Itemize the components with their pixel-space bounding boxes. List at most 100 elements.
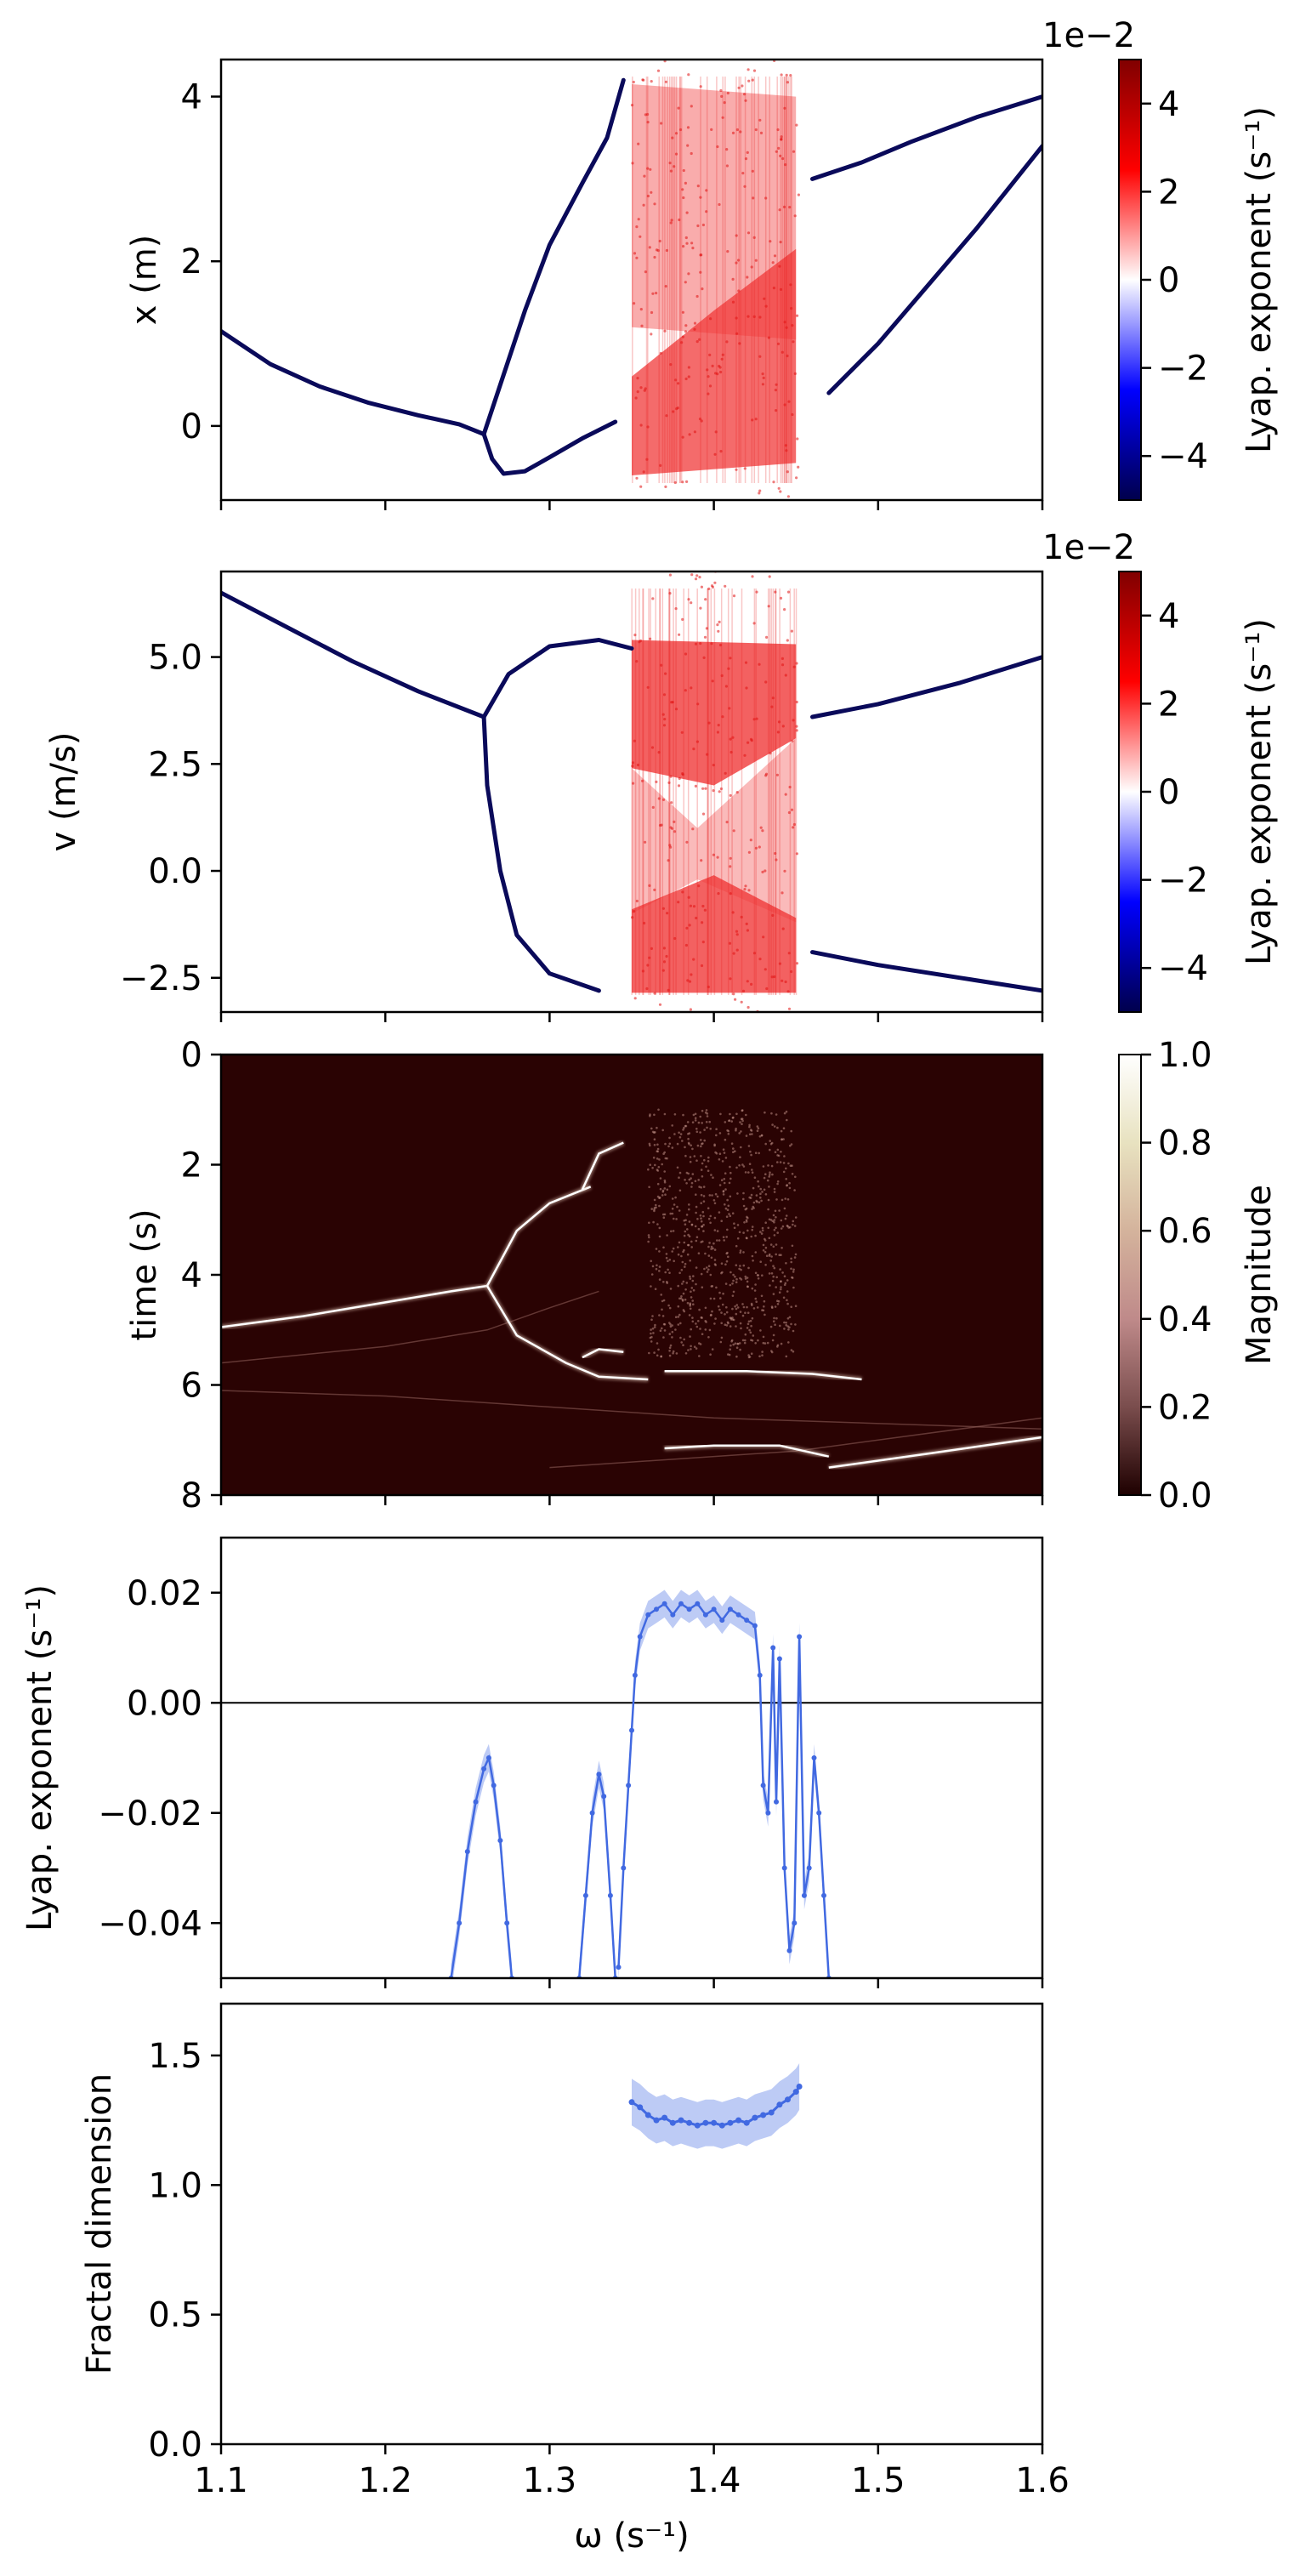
chaotic-point bbox=[653, 202, 656, 206]
heatmap-speck bbox=[676, 1166, 679, 1169]
chaotic-point bbox=[639, 235, 642, 238]
chaotic-point bbox=[774, 590, 777, 594]
heatmap-speck bbox=[742, 1204, 746, 1208]
heatmap-speck bbox=[723, 1181, 726, 1185]
chaotic-point bbox=[787, 952, 791, 955]
heatmap-speck bbox=[682, 1280, 685, 1283]
heatmap-speck bbox=[779, 1268, 781, 1271]
chaotic-point bbox=[649, 637, 652, 640]
chaotic-point bbox=[661, 969, 665, 972]
heatmap-speck bbox=[764, 1342, 767, 1345]
chaotic-point bbox=[669, 363, 673, 367]
heatmap-speck bbox=[706, 1271, 709, 1273]
chaotic-point bbox=[721, 116, 724, 119]
chaotic-point bbox=[642, 470, 645, 474]
chaotic-point bbox=[773, 254, 777, 258]
heatmap-speck bbox=[790, 1257, 792, 1260]
heatmap-speck bbox=[788, 1316, 792, 1319]
chaotic-point bbox=[678, 218, 681, 222]
heatmap-speck bbox=[751, 1287, 754, 1290]
chaotic-point bbox=[643, 921, 646, 925]
chaotic-point bbox=[690, 242, 694, 245]
heatmap-speck bbox=[727, 1129, 729, 1133]
chaotic-point bbox=[709, 317, 712, 321]
chaotic-point bbox=[762, 935, 765, 939]
chaotic-point bbox=[718, 643, 723, 647]
heatmap-speck bbox=[750, 1352, 753, 1355]
heatmap-speck bbox=[739, 1277, 741, 1280]
heatmap-speck bbox=[698, 1355, 701, 1357]
heatmap-speck bbox=[735, 1355, 738, 1358]
heatmap-speck bbox=[701, 1162, 704, 1165]
heatmap-speck bbox=[696, 1218, 699, 1220]
heatmap-speck bbox=[760, 1199, 763, 1203]
heatmap-speck bbox=[769, 1284, 771, 1287]
heatmap-speck bbox=[653, 1138, 656, 1140]
heatmap-speck bbox=[759, 1329, 762, 1332]
heatmap-speck bbox=[735, 1244, 738, 1248]
heatmap-speck bbox=[656, 1182, 660, 1186]
heatmap-speck bbox=[723, 1152, 726, 1154]
heatmap-speck bbox=[678, 1136, 682, 1139]
chaotic-point bbox=[695, 740, 700, 743]
heatmap-speck bbox=[770, 1164, 774, 1168]
heatmap-speck bbox=[739, 1311, 742, 1313]
chaotic-point bbox=[786, 81, 790, 84]
heatmap-speck bbox=[707, 1268, 710, 1271]
chaotic-point bbox=[635, 476, 639, 480]
chaotic-point bbox=[707, 375, 710, 378]
heatmap-speck bbox=[709, 1214, 712, 1218]
chaotic-band bbox=[632, 640, 797, 786]
heatmap-speck bbox=[726, 1321, 729, 1324]
heatmap-speck bbox=[769, 1243, 773, 1246]
heatmap-speck bbox=[794, 1216, 798, 1219]
chaotic-point bbox=[744, 99, 747, 102]
heatmap-speck bbox=[748, 1133, 752, 1136]
heatmap-speck bbox=[661, 1308, 663, 1311]
heatmap-background bbox=[221, 1055, 1042, 1495]
chaotic-point bbox=[705, 627, 709, 630]
lyap-point bbox=[504, 1920, 510, 1926]
heatmap-speck bbox=[713, 1216, 717, 1220]
chaotic-point bbox=[791, 412, 794, 417]
heatmap-speck bbox=[776, 1299, 779, 1302]
chaotic-point bbox=[705, 210, 708, 213]
chaotic-point bbox=[704, 787, 707, 790]
heatmap-speck bbox=[785, 1167, 787, 1170]
chaotic-point bbox=[707, 392, 710, 395]
heatmap-speck bbox=[648, 1142, 651, 1146]
heatmap-speck bbox=[780, 1151, 782, 1153]
chaotic-point bbox=[695, 574, 699, 577]
heatmap-speck bbox=[732, 1279, 735, 1282]
heatmap-speck bbox=[727, 1204, 730, 1208]
chaotic-point bbox=[713, 452, 717, 456]
heatmap-speck bbox=[680, 1269, 684, 1271]
heatmap-speck bbox=[673, 1260, 675, 1263]
heatmap-speck bbox=[739, 1121, 741, 1123]
heatmap-speck bbox=[650, 1318, 653, 1322]
heatmap-speck bbox=[654, 1323, 656, 1327]
heatmap-speck bbox=[691, 1320, 695, 1323]
heatmap-speck bbox=[699, 1115, 701, 1118]
heatmap-speck bbox=[689, 1277, 692, 1280]
x-ticks-lyap bbox=[219, 1978, 1044, 1988]
heatmap-speck bbox=[768, 1186, 770, 1188]
y-axis-label-fractal: Fractal dimension bbox=[80, 2073, 119, 2374]
lyap-point bbox=[816, 1810, 822, 1816]
heatmap-speck bbox=[776, 1182, 779, 1186]
lyap-point bbox=[629, 1727, 634, 1733]
chaotic-point bbox=[758, 492, 761, 495]
heatmap-speck bbox=[776, 1231, 779, 1234]
heatmap-speck bbox=[735, 1304, 739, 1306]
chaotic-point bbox=[786, 590, 791, 594]
chaotic-point bbox=[747, 231, 751, 235]
chaotic-point bbox=[710, 642, 713, 645]
heatmap-speck bbox=[713, 1259, 717, 1261]
heatmap-speck bbox=[654, 1163, 656, 1167]
heatmap-speck bbox=[739, 1249, 742, 1252]
y-axis-label-time: time (s) bbox=[125, 1208, 164, 1340]
heatmap-speck bbox=[771, 1173, 774, 1176]
heatmap-speck bbox=[656, 1195, 660, 1198]
heatmap-speck bbox=[687, 1233, 690, 1237]
heatmap-speck bbox=[707, 1217, 711, 1220]
